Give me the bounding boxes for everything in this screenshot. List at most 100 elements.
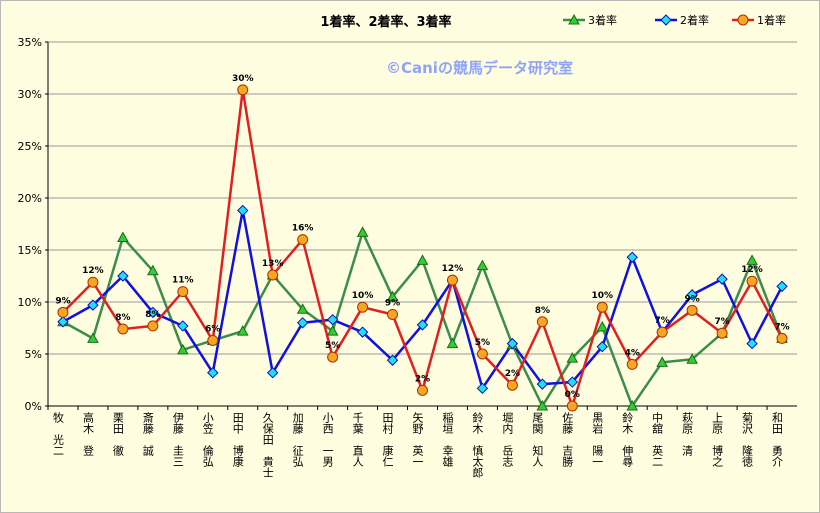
x-tick-label: 千葉 直人 xyxy=(351,412,364,467)
marker-diamond xyxy=(117,270,129,282)
marker-triangle xyxy=(416,254,429,265)
marker-diamond xyxy=(237,204,249,217)
x-tick-label: 鈴木 伸尋 xyxy=(621,411,634,467)
data-label: 8% xyxy=(145,310,160,320)
marker-circle xyxy=(626,358,638,370)
data-label: 10% xyxy=(591,291,613,301)
data-label: 9% xyxy=(55,296,70,306)
marker-diamond xyxy=(207,367,219,379)
legend-marker-triangle xyxy=(568,13,580,25)
marker-triangle xyxy=(117,231,129,243)
marker-triangle xyxy=(566,352,579,363)
marker-triangle xyxy=(746,254,758,265)
marker-circle xyxy=(746,275,758,287)
x-tick-label: 佐藤 吉勝 xyxy=(561,411,574,468)
marker-circle xyxy=(476,348,488,360)
y-tick-label: 15% xyxy=(18,244,42,257)
marker-circle xyxy=(506,379,518,391)
data-label: 8% xyxy=(115,313,130,323)
x-tick-label: 小笠 倫弘 xyxy=(201,412,214,467)
x-tick-label: 伊藤 圭三 xyxy=(171,412,184,467)
marker-circle xyxy=(357,301,369,313)
x-tick-label: 矢野 英一 xyxy=(411,411,424,467)
data-label: 7% xyxy=(655,316,670,326)
data-label: 12% xyxy=(82,266,104,276)
marker-circle xyxy=(686,304,698,316)
y-tick-label: 35% xyxy=(18,36,42,49)
x-tick-label: 牧 光二 xyxy=(51,411,64,456)
marker-diamond xyxy=(596,341,608,353)
y-tick-label: 0% xyxy=(25,400,42,413)
plot-area xyxy=(48,42,797,406)
marker-triangle xyxy=(446,337,459,349)
marker-diamond xyxy=(506,337,519,350)
marker-circle xyxy=(417,384,428,396)
x-tick-label: 小西 一男 xyxy=(321,412,334,468)
data-label: 2% xyxy=(415,374,430,384)
marker-triangle xyxy=(236,325,249,336)
watermark: ©Caniの競馬データ研究室 xyxy=(386,59,573,77)
legend-label: 3着率 xyxy=(588,13,617,27)
data-label: 12% xyxy=(741,265,763,275)
marker-triangle xyxy=(656,356,669,367)
x-tick-label: 加藤 征弘 xyxy=(291,412,304,467)
x-tick-label: 田中 博康 xyxy=(231,412,244,467)
marker-circle xyxy=(117,323,129,335)
x-tick-label: 菊沢 隆徳 xyxy=(741,412,754,468)
marker-triangle xyxy=(326,325,339,336)
marker-triangle xyxy=(686,353,698,364)
marker-diamond xyxy=(776,280,788,293)
marker-triangle xyxy=(296,303,309,314)
legend-marker-circle xyxy=(737,14,749,26)
marker-circle xyxy=(207,334,219,346)
marker-circle xyxy=(536,316,548,328)
marker-diamond xyxy=(386,354,399,366)
marker-diamond xyxy=(716,273,728,285)
marker-triangle xyxy=(386,290,399,302)
data-label: 12% xyxy=(442,264,464,274)
marker-diamond xyxy=(147,306,159,319)
data-label: 2% xyxy=(505,369,520,379)
data-label: 10% xyxy=(352,291,374,301)
marker-circle xyxy=(57,306,69,318)
legend-label: 2着率 xyxy=(680,13,709,27)
marker-triangle xyxy=(596,320,609,332)
marker-triangle xyxy=(536,399,549,411)
data-label: 7% xyxy=(714,317,729,327)
x-tick-label: 田村 康仁 xyxy=(381,412,394,467)
chart-title: 1着率、2着率、3着率 xyxy=(320,14,451,30)
marker-diamond xyxy=(296,317,309,329)
marker-diamond xyxy=(566,376,579,388)
marker-diamond xyxy=(326,313,339,326)
marker-triangle xyxy=(626,399,639,411)
marker-diamond xyxy=(536,378,549,390)
data-label: 0% xyxy=(565,390,580,400)
marker-circle xyxy=(387,308,399,320)
x-tick-label: 堀内 岳志 xyxy=(501,412,514,467)
y-tick-label: 20% xyxy=(18,192,42,205)
marker-diamond xyxy=(686,289,698,301)
data-label: 5% xyxy=(475,338,490,348)
marker-diamond xyxy=(87,299,99,311)
x-tick-label: 萩原 清 xyxy=(681,412,694,457)
marker-diamond xyxy=(177,320,189,332)
marker-diamond xyxy=(356,326,369,338)
x-tick-label: 和田 勇介 xyxy=(771,412,784,467)
x-tick-label: 尾関 知人 xyxy=(531,412,544,467)
marker-circle xyxy=(596,301,608,313)
x-tick-label: 黒岩 陽一 xyxy=(591,412,604,467)
data-label: 4% xyxy=(625,348,640,358)
marker-circle xyxy=(327,351,339,363)
data-label: 16% xyxy=(292,224,314,234)
y-tick-label: 10% xyxy=(18,296,42,309)
y-tick-label: 30% xyxy=(18,88,42,101)
data-label: 9% xyxy=(684,294,699,304)
marker-triangle xyxy=(147,264,159,276)
data-label: 13% xyxy=(262,259,284,269)
x-tick-label: 栗田 徹 xyxy=(111,412,124,456)
data-label: 30% xyxy=(232,74,254,84)
marker-triangle xyxy=(87,332,99,343)
y-tick-label: 25% xyxy=(18,140,42,153)
marker-circle xyxy=(656,326,668,338)
x-tick-label: 鈴木 慎太郎 xyxy=(471,411,484,478)
